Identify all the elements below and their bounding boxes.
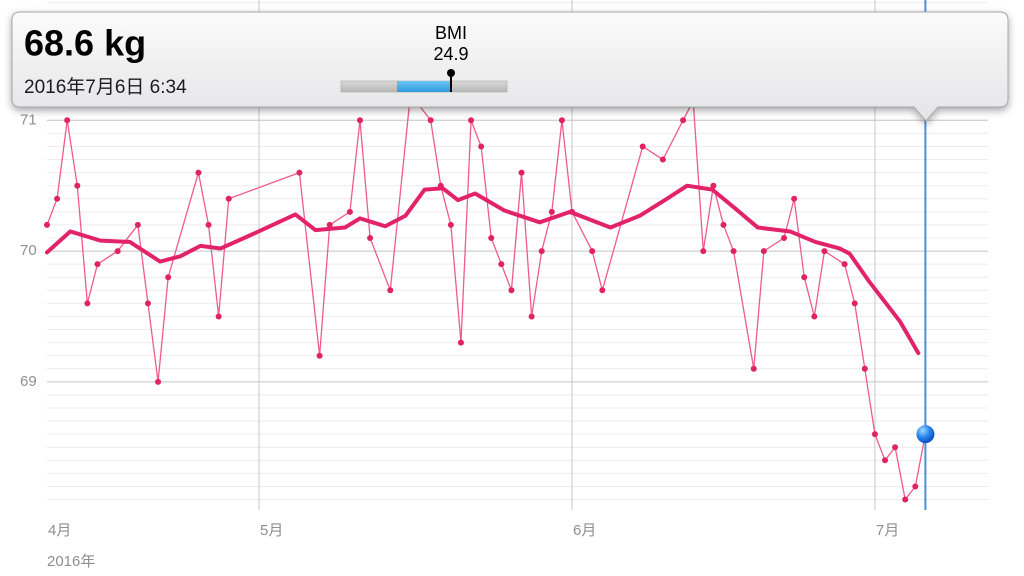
data-point bbox=[599, 287, 606, 294]
data-point bbox=[639, 143, 646, 150]
data-point bbox=[518, 169, 525, 176]
data-point bbox=[195, 169, 202, 176]
data-point bbox=[114, 248, 121, 255]
data-point bbox=[94, 261, 101, 268]
data-point bbox=[457, 339, 464, 346]
data-point bbox=[871, 431, 878, 438]
data-point bbox=[548, 208, 555, 215]
bmi-marker-head bbox=[447, 69, 455, 77]
data-point bbox=[144, 300, 151, 307]
data-point bbox=[64, 117, 71, 124]
data-point bbox=[488, 235, 495, 241]
data-point bbox=[508, 287, 515, 294]
data-point bbox=[74, 182, 81, 189]
data-point bbox=[356, 117, 363, 124]
data-point bbox=[316, 352, 323, 359]
measure-line bbox=[46, 93, 927, 501]
data-point bbox=[912, 483, 919, 490]
selected-point bbox=[916, 425, 935, 444]
data-point bbox=[326, 221, 333, 228]
data-point bbox=[346, 208, 353, 215]
x-tick-label: 5月 bbox=[260, 522, 283, 539]
y-tick-label: 71 bbox=[20, 111, 37, 128]
data-point bbox=[155, 378, 162, 385]
data-point bbox=[44, 221, 50, 228]
data-point bbox=[205, 221, 212, 228]
data-point bbox=[134, 221, 141, 228]
data-point bbox=[427, 117, 434, 124]
measure-date: 2016年7月6日 6:34 bbox=[24, 76, 187, 98]
data-point bbox=[892, 444, 899, 451]
data-point bbox=[215, 313, 222, 320]
plot bbox=[44, 0, 935, 510]
data-point bbox=[538, 248, 545, 255]
data-point bbox=[225, 195, 232, 202]
data-point bbox=[468, 117, 475, 124]
data-point bbox=[902, 496, 909, 503]
bmi-value: 24.9 bbox=[433, 44, 468, 64]
y-tick-label: 70 bbox=[20, 242, 37, 259]
y-tick-label: 69 bbox=[20, 373, 37, 390]
data-point bbox=[710, 182, 717, 189]
data-point bbox=[447, 221, 454, 228]
data-point bbox=[750, 365, 757, 372]
x-tick-label: 4月 bbox=[48, 522, 71, 539]
data-point bbox=[760, 248, 767, 255]
bmi-gauge-range bbox=[397, 81, 451, 92]
weight-value: 68.6 kg bbox=[24, 23, 146, 64]
data-point bbox=[781, 235, 788, 241]
tooltip: 68.6 kg 2016年7月6日 6:34 BMI 24.9 bbox=[11, 11, 1009, 122]
data-point bbox=[841, 261, 848, 268]
data-point bbox=[730, 248, 737, 255]
data-point bbox=[801, 274, 808, 281]
data-point bbox=[882, 457, 889, 464]
data-point bbox=[367, 235, 374, 241]
trend-line bbox=[45, 183, 921, 356]
data-point bbox=[558, 117, 565, 124]
data-point bbox=[861, 365, 868, 372]
data-point bbox=[54, 195, 61, 202]
data-point bbox=[528, 313, 535, 320]
tooltip-box bbox=[11, 11, 1009, 122]
x-tick-label: 7月 bbox=[876, 522, 899, 539]
data-point bbox=[659, 156, 666, 163]
data-point bbox=[498, 261, 505, 268]
data-point bbox=[387, 287, 394, 294]
data-point bbox=[680, 117, 687, 124]
data-point bbox=[84, 300, 91, 307]
bmi-label: BMI bbox=[435, 23, 467, 43]
data-point bbox=[165, 274, 172, 281]
data-point bbox=[589, 248, 596, 255]
data-point bbox=[791, 195, 798, 202]
data-point bbox=[720, 221, 727, 228]
data-point bbox=[851, 300, 858, 307]
data-point bbox=[700, 248, 707, 255]
data-point bbox=[478, 143, 485, 150]
data-point bbox=[296, 169, 303, 176]
data-point bbox=[811, 313, 818, 320]
data-point bbox=[821, 248, 828, 255]
x-tick-label: 6月 bbox=[573, 522, 596, 539]
x-axis-year: 2016年 bbox=[47, 553, 95, 570]
